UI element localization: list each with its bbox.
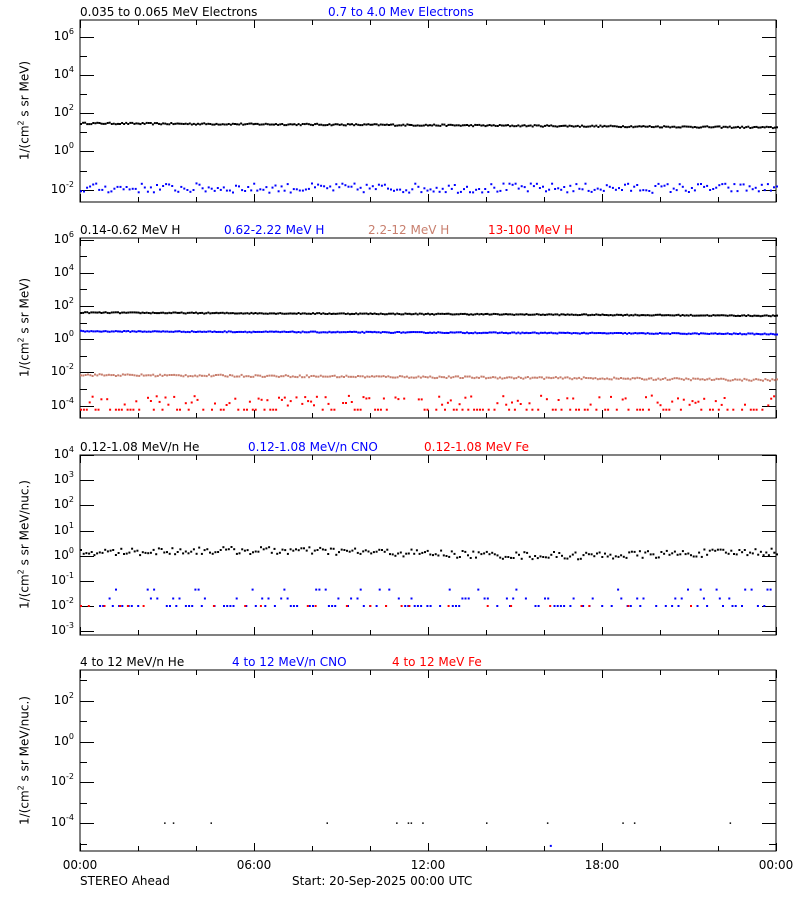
data-point xyxy=(164,822,166,824)
y-axis-label: 1/(cm2 s sr MeV) xyxy=(16,277,32,378)
series-points xyxy=(80,329,778,336)
data-point xyxy=(486,822,488,824)
legend-item: 4 to 12 MeV/n He xyxy=(80,655,185,669)
y-tick-label: 102 xyxy=(53,296,74,313)
series-points xyxy=(80,311,778,318)
x-tick-label: 00:00 xyxy=(62,858,98,872)
panel-2 xyxy=(79,237,777,419)
legend-item: 0.12-1.08 MeV Fe xyxy=(424,440,529,454)
legend-item: 0.12-1.08 MeV/n He xyxy=(80,440,200,454)
y-axis-label: 1/(cm2 s sr MeV/nuc.) xyxy=(16,480,32,609)
x-tick-label: 00:00 xyxy=(758,858,794,872)
data-point xyxy=(407,822,410,824)
data-point xyxy=(396,822,398,824)
panel-4 xyxy=(79,669,777,852)
footer-spacecraft: STEREO Ahead xyxy=(80,874,170,888)
y-tick-label: 100 xyxy=(53,731,74,748)
x-tick-label: 06:00 xyxy=(236,858,272,872)
y-tick-label: 104 xyxy=(53,65,74,82)
y-tick-label: 10-3 xyxy=(50,621,74,638)
footer-start-time: Start: 20-Sep-2025 00:00 UTC xyxy=(292,874,473,888)
y-tick-label: 103 xyxy=(53,470,74,487)
y-tick-label: 101 xyxy=(53,520,74,537)
panel-3 xyxy=(79,454,777,636)
y-tick-label: 10-4 xyxy=(50,395,74,412)
series-points xyxy=(80,394,776,411)
y-tick-label: 10-4 xyxy=(50,813,74,830)
data-point xyxy=(210,822,212,824)
legend-item: 0.14-0.62 MeV H xyxy=(80,223,181,237)
legend-item: 13-100 MeV H xyxy=(488,223,574,237)
y-tick-label: 102 xyxy=(53,690,74,707)
legend-item: 0.7 to 4.0 Mev Electrons xyxy=(328,5,474,19)
legend-item: 0.12-1.08 MeV/n CNO xyxy=(248,440,378,454)
y-axis-label: 1/(cm2 s sr MeV) xyxy=(16,60,32,161)
data-point xyxy=(549,844,552,847)
x-tick-label: 18:00 xyxy=(584,858,620,872)
data-point xyxy=(326,822,328,824)
x-tick-label: 12:00 xyxy=(410,858,446,872)
y-tick-label: 106 xyxy=(53,229,74,246)
series-points xyxy=(80,373,778,382)
data-point xyxy=(729,822,732,824)
data-point xyxy=(633,822,636,824)
legend-item: 2.2-12 MeV H xyxy=(368,223,450,237)
y-tick-label: 10-2 xyxy=(50,362,74,379)
y-tick-label: 10-1 xyxy=(50,570,74,587)
series-points xyxy=(80,605,692,607)
y-tick-label: 100 xyxy=(53,141,74,158)
y-tick-label: 100 xyxy=(53,545,74,562)
y-tick-label: 102 xyxy=(53,103,74,120)
legend-item: 4 to 12 MeV/n CNO xyxy=(232,655,347,669)
y-tick-label: 104 xyxy=(53,262,74,279)
series-points xyxy=(80,121,778,130)
y-tick-label: 106 xyxy=(53,27,74,44)
y-tick-label: 104 xyxy=(53,445,74,462)
y-tick-label: 10-2 xyxy=(50,179,74,196)
data-point xyxy=(172,822,175,824)
legend-item: 0.62-2.22 MeV H xyxy=(224,223,325,237)
panel-1 xyxy=(79,19,777,203)
y-tick-label: 100 xyxy=(53,329,74,346)
series-points xyxy=(99,588,772,607)
legend-item: 0.035 to 0.065 MeV Electrons xyxy=(80,5,258,19)
data-point xyxy=(422,822,424,824)
series-points xyxy=(80,182,778,194)
data-point xyxy=(546,822,549,824)
y-tick-label: 102 xyxy=(53,495,74,512)
series-points xyxy=(80,546,778,561)
data-point xyxy=(410,822,413,824)
data-point xyxy=(622,822,624,824)
legend-item: 4 to 12 MeV Fe xyxy=(392,655,482,669)
y-tick-label: 10-2 xyxy=(50,772,74,789)
y-tick-label: 10-2 xyxy=(50,596,74,613)
y-axis-label: 1/(cm2 s sr MeV/nuc.) xyxy=(16,695,32,825)
